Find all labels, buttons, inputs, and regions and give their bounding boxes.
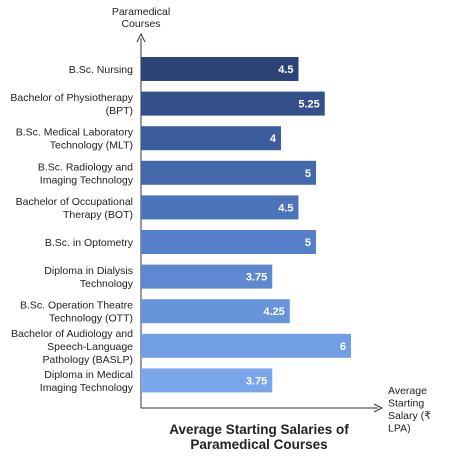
y-axis-title: Paramedical Courses (112, 6, 170, 30)
bar-value-label: 3.75 (246, 272, 267, 284)
category-label: Bachelor of Audiology and Speech-Language… (11, 328, 133, 366)
category-label: B.Sc. Operation Theatre Technology (OTT) (20, 300, 133, 325)
bar-value-label: 4 (270, 133, 277, 145)
category-label: B.Sc. Medical Laboratory Technology (MLT) (16, 127, 134, 152)
bar (141, 333, 351, 358)
bar (141, 57, 299, 81)
category-labels: B.Sc. Nursing Bachelor of Physiotherapy (B… (10, 64, 133, 394)
bar-value-label: 3.75 (246, 375, 267, 387)
x-axis-arrow (373, 403, 384, 413)
chart-title-text: Average Starting Salaries of Paramedical … (169, 422, 349, 452)
category-label: Bachelor of Occupational Therapy (BOT) (16, 196, 133, 221)
bar-value-label: 6 (340, 341, 346, 353)
bar-value-label: 4.25 (263, 306, 284, 318)
y-axis-arrow (136, 32, 146, 43)
bar-value-label: 4.5 (278, 202, 293, 214)
category-label: Diploma in Dialysis Technology (44, 265, 133, 290)
x-axis-title: Average Starting Salary (₹ LPA) (388, 385, 431, 435)
bar (141, 230, 316, 254)
bar-value-label: 5 (305, 168, 311, 180)
bar (141, 91, 325, 116)
category-label: B.Sc. in Optometry (45, 237, 134, 249)
bar-value-label: 5 (305, 237, 311, 249)
chart-title: Average Starting Salaries of Paramedical … (169, 422, 349, 452)
bar (141, 195, 299, 220)
bar (141, 264, 273, 289)
bar-value-label: 5.25 (298, 99, 319, 111)
x-axis-label: Average Starting Salary (₹ LPA) (388, 385, 431, 435)
category-label: Bachelor of Physiotherapy (BPT) (10, 92, 133, 117)
category-label: B.Sc. Radiology and Imaging Technology (38, 161, 134, 186)
bar (141, 299, 290, 324)
bar (141, 368, 273, 393)
bar (141, 126, 281, 151)
category-label: Diploma in Medical Imaging Technology (40, 369, 134, 394)
bar-value-label: 4.5 (278, 64, 293, 76)
bar (141, 160, 316, 185)
y-axis-label: Paramedical Courses (112, 6, 170, 30)
bars-group: 4.5 5.25 4 5 4.5 5 3.75 4.25 6 3.75 (141, 57, 351, 393)
category-label: B.Sc. Nursing (69, 64, 133, 76)
